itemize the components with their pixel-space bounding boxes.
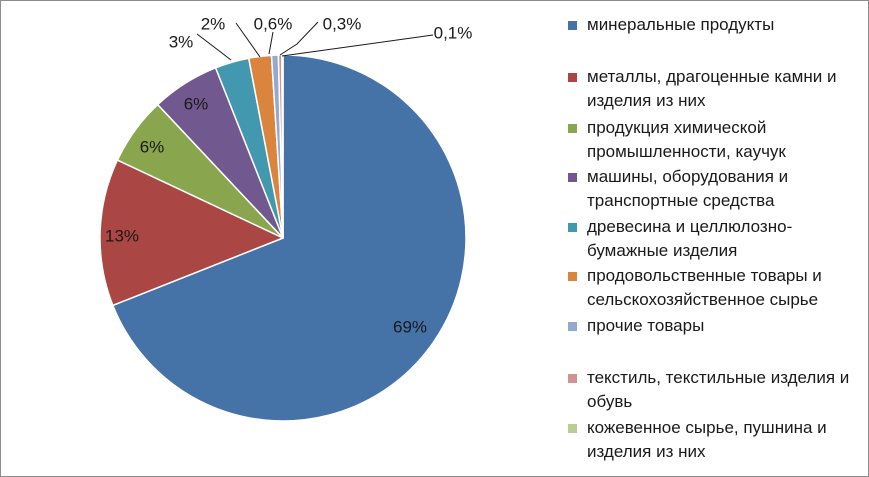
- leader-line: [196, 33, 232, 61]
- data-label: 3%: [169, 33, 194, 52]
- legend-swatch: [568, 73, 577, 82]
- legend-swatch: [568, 272, 577, 281]
- legend-swatch: [568, 424, 577, 433]
- legend: минеральные продукты металлы, драгоценны…: [568, 0, 864, 477]
- data-label: 6%: [184, 95, 209, 114]
- leader-line: [279, 21, 319, 56]
- legend-swatch: [568, 173, 577, 182]
- legend-swatch: [568, 374, 577, 383]
- legend-label: кожевенное сырье, пушнина и изделия из н…: [587, 418, 827, 461]
- legend-swatch: [568, 322, 577, 331]
- legend-label: продовольственные товары и сельскохозяйс…: [587, 266, 822, 309]
- data-label: 13%: [105, 227, 139, 246]
- legend-label: древесина и целлюлозно-бумажные изделия: [587, 217, 793, 260]
- leader-line: [268, 31, 274, 55]
- legend-swatch: [568, 124, 577, 133]
- legend-swatch: [568, 223, 577, 232]
- legend-label: продукция химической промышленности, кау…: [587, 118, 786, 161]
- legend-label: прочие товары: [587, 316, 705, 335]
- legend-label: металлы, драгоценные камни и изделия из …: [587, 67, 837, 110]
- legend-label: машины, оборудования и транспортные сред…: [587, 167, 789, 210]
- data-label: 2%: [201, 15, 226, 34]
- legend-swatch: [568, 21, 577, 30]
- leader-line: [281, 34, 434, 57]
- data-label: 0,1%: [434, 24, 473, 43]
- legend-label: минеральные продукты: [587, 15, 775, 34]
- data-label: 6%: [140, 138, 165, 157]
- pie-slice: [281, 54, 284, 239]
- legend-label: текстиль, текстильные изделия и обувь: [587, 368, 850, 411]
- leader-line: [235, 22, 261, 58]
- data-label: 69%: [393, 318, 427, 337]
- pie-slice: [99, 159, 284, 307]
- data-label: 0,3%: [323, 15, 362, 34]
- data-label: 0,6%: [254, 15, 293, 34]
- pie-slice: [112, 54, 467, 422]
